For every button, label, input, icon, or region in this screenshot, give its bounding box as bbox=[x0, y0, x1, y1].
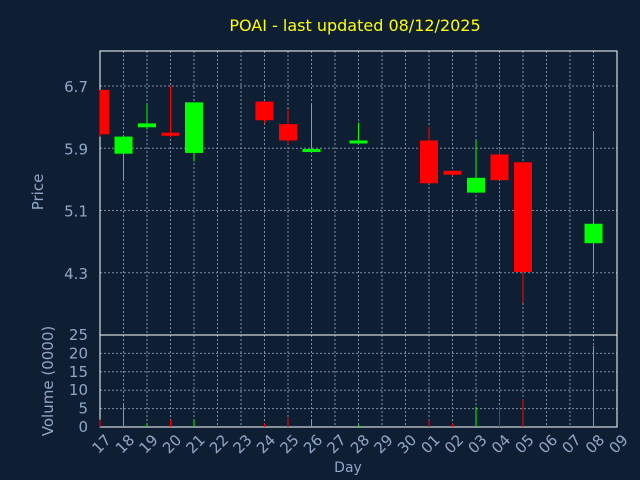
candle-body bbox=[490, 154, 509, 181]
price-tick-label: 4.3 bbox=[64, 265, 88, 283]
x-tick-label: 09 bbox=[606, 431, 632, 457]
candle-body bbox=[255, 101, 274, 121]
x-tick-label: 05 bbox=[512, 431, 538, 457]
x-tick-label: 30 bbox=[394, 431, 420, 457]
candle-body bbox=[161, 132, 180, 136]
volume-tick-label: 10 bbox=[69, 381, 88, 399]
volume-tick-label: 15 bbox=[69, 363, 88, 381]
x-tick-label: 03 bbox=[465, 431, 491, 457]
y-axis-label: Price bbox=[29, 174, 47, 211]
x-tick-label: 26 bbox=[300, 431, 326, 457]
candle-body bbox=[100, 89, 109, 135]
x-tick-label: 02 bbox=[441, 431, 467, 457]
x-tick-label: 04 bbox=[488, 431, 514, 457]
chart-title: POAI - last updated 08/12/2025 bbox=[229, 16, 480, 35]
candle-body bbox=[514, 162, 532, 272]
candle-body bbox=[185, 102, 203, 153]
grid-lines bbox=[99, 51, 618, 428]
candle-body bbox=[467, 177, 485, 193]
volume-tick-label: 0 bbox=[78, 418, 88, 436]
x-tick-label: 23 bbox=[230, 431, 256, 457]
x-tick-label: 21 bbox=[183, 431, 209, 457]
labels: POAI - last updated 08/12/2025 Day Price… bbox=[29, 16, 632, 476]
x-tick-label: 17 bbox=[89, 431, 115, 457]
candle-body bbox=[584, 223, 603, 244]
volume-tick-label: 20 bbox=[69, 344, 88, 362]
x-tick-label: 20 bbox=[159, 431, 185, 457]
candle-body bbox=[349, 140, 368, 144]
candle-body bbox=[443, 170, 462, 175]
volume-tick-label: 25 bbox=[69, 326, 88, 344]
x-tick-label: 08 bbox=[582, 431, 608, 457]
volume-axis-label: Volume (0000) bbox=[39, 326, 57, 436]
price-tick-label: 5.9 bbox=[64, 140, 88, 158]
volume-tick-label: 5 bbox=[78, 400, 88, 418]
x-tick-label: 22 bbox=[206, 431, 232, 457]
x-tick-label: 07 bbox=[559, 431, 585, 457]
x-tick-label: 25 bbox=[277, 431, 303, 457]
candles bbox=[99, 86, 603, 304]
volume-bars bbox=[99, 346, 594, 427]
x-tick-label: 27 bbox=[324, 431, 350, 457]
x-tick-label: 28 bbox=[347, 431, 373, 457]
price-tick-label: 6.7 bbox=[64, 78, 88, 96]
x-tick-label: 06 bbox=[535, 431, 561, 457]
x-tick-label: 24 bbox=[253, 431, 279, 457]
x-axis-label: Day bbox=[334, 460, 362, 476]
x-tick-label: 19 bbox=[136, 431, 162, 457]
price-tick-label: 5.1 bbox=[64, 203, 88, 221]
candle-body bbox=[138, 123, 156, 128]
x-tick-label: 29 bbox=[371, 431, 397, 457]
candle-body bbox=[420, 140, 438, 184]
candle-body bbox=[279, 124, 297, 141]
candle-body bbox=[114, 136, 133, 154]
x-tick-label: 01 bbox=[418, 431, 444, 457]
candle-body bbox=[302, 149, 321, 153]
x-tick-label: 18 bbox=[112, 431, 138, 457]
